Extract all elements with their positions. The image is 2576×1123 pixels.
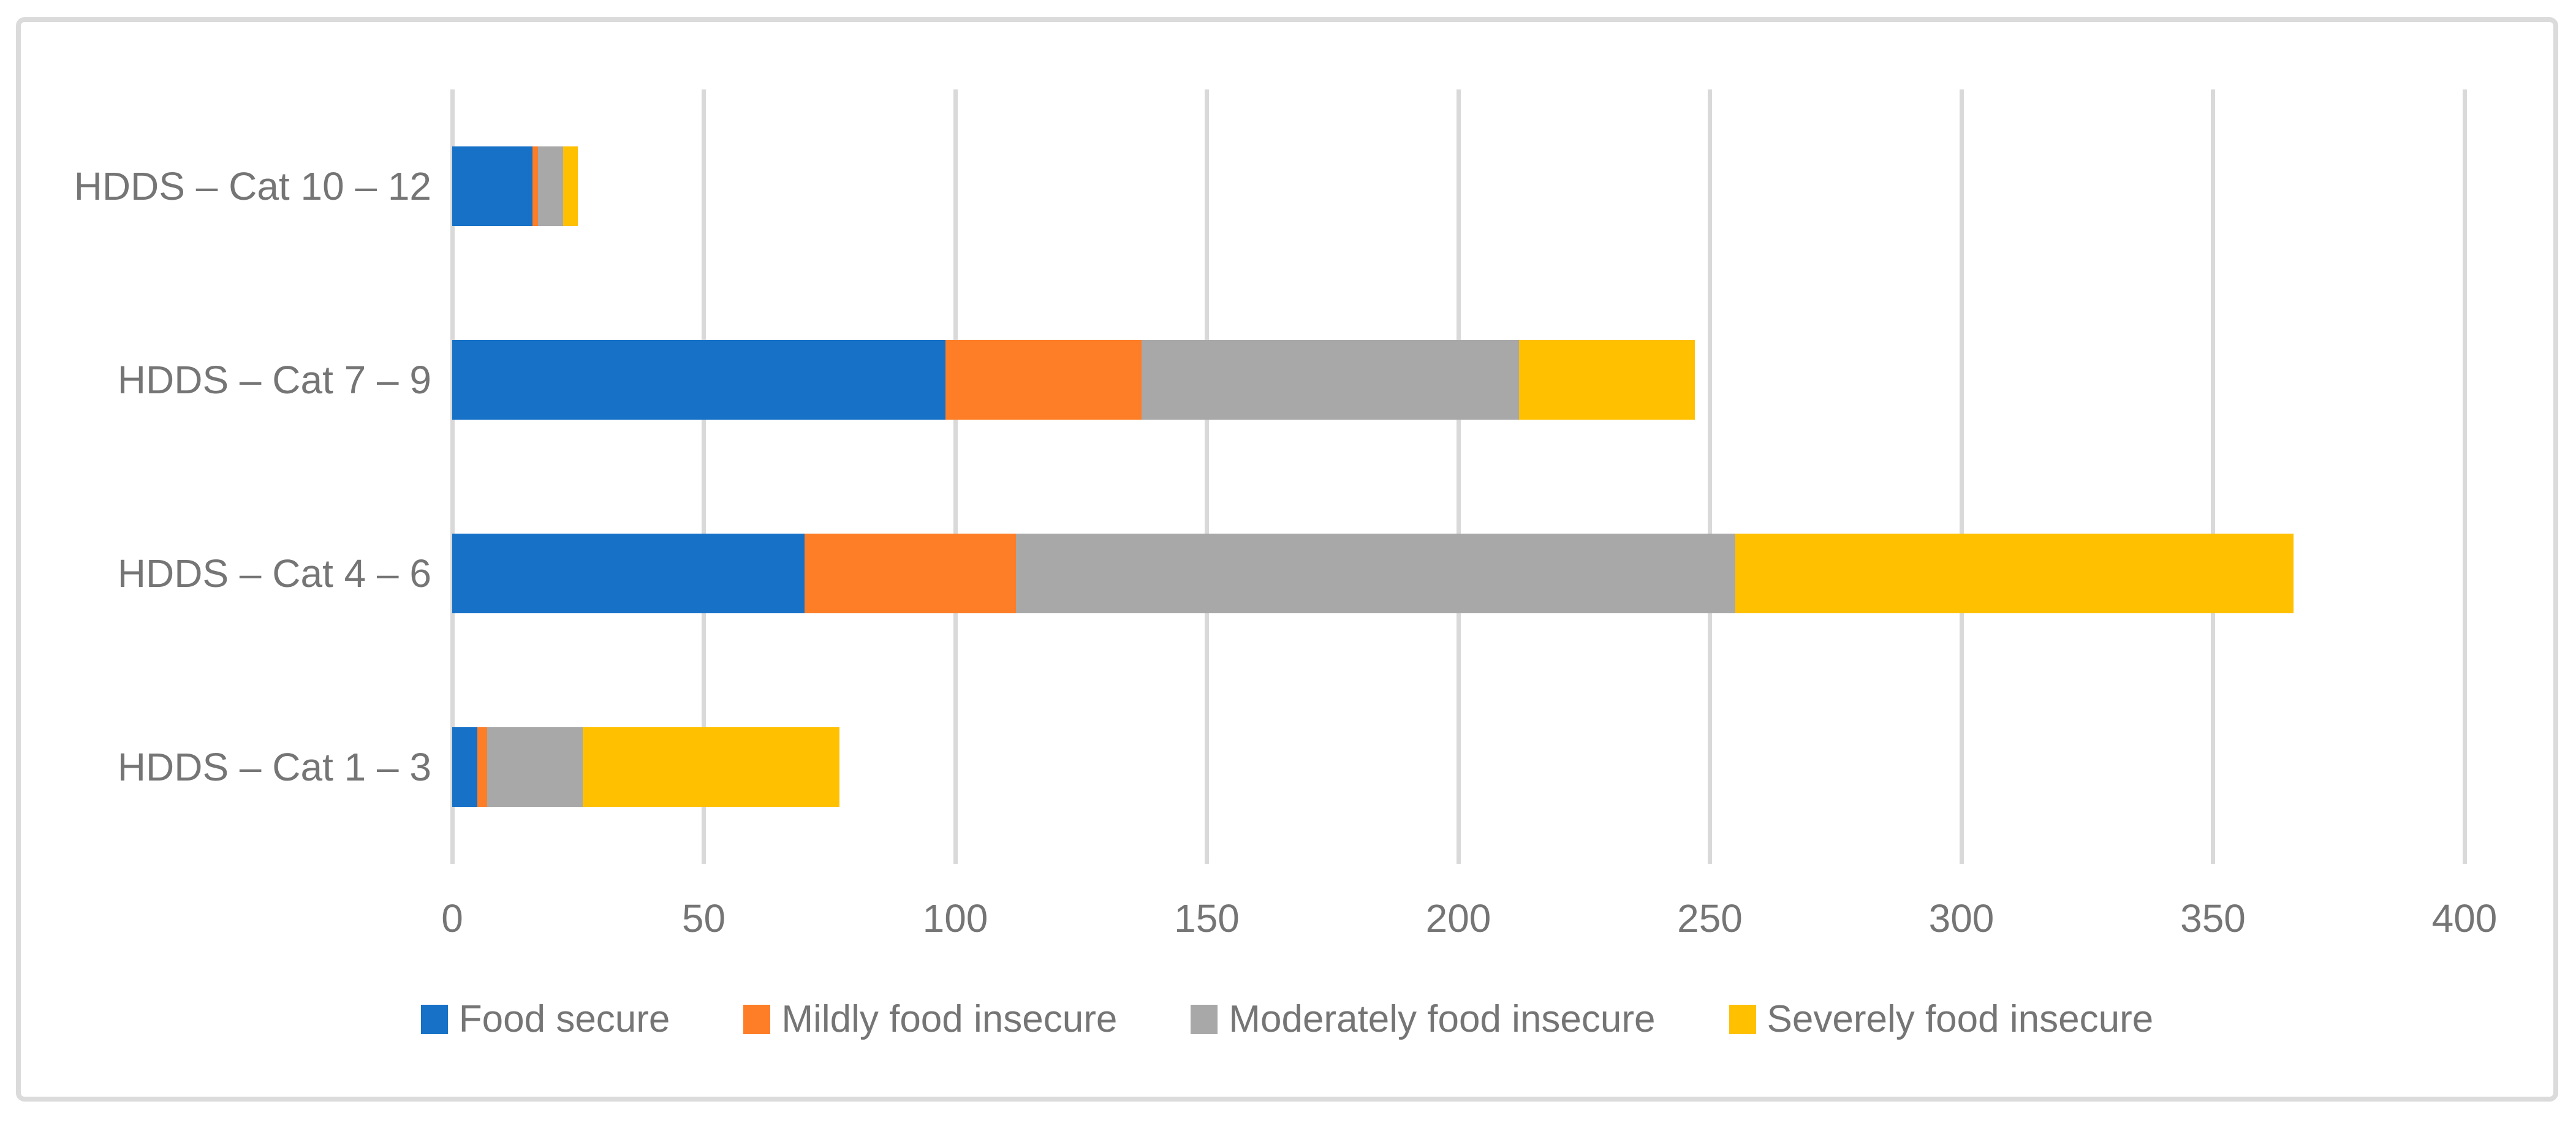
bar-segment-severely-food-insecure [583, 727, 839, 807]
x-tick-label-50: 50 [681, 896, 726, 940]
bar-row-hdds-cat-10-12 [452, 146, 578, 226]
legend-item-moderately-food-insecure: Moderately food insecure [1191, 997, 1656, 1041]
bar-row-hdds-cat-4-6 [452, 534, 2294, 613]
bar-segment-moderately-food-insecure [538, 146, 563, 226]
bar-segment-severely-food-insecure [563, 146, 578, 226]
chart-frame: HDDS – Cat 10 – 12 HDDS – Cat 7 – 9 HDDS –… [16, 17, 2558, 1102]
legend-item-mildly-food-insecure: Mildly food insecure [743, 997, 1117, 1041]
legend-label-severely-food-insecure: Severely food insecure [1767, 998, 2154, 1040]
bar-segment-food-secure [452, 727, 477, 807]
gridline-150 [1205, 89, 1209, 864]
legend-swatch-severely-food-insecure [1729, 1004, 1756, 1034]
bar-segment-mildly-food-insecure [532, 146, 538, 226]
bar-segment-mildly-food-insecure [805, 534, 1016, 613]
legend: Food secure Mildly food insecure Moderatel… [21, 997, 2553, 1041]
value-axis-line [450, 89, 455, 864]
category-label-hdds-cat-10-12: HDDS – Cat 10 – 12 [74, 164, 431, 208]
bar-segment-food-secure [452, 146, 532, 226]
bar-segment-mildly-food-insecure [945, 340, 1142, 420]
x-tick-label-300: 300 [1928, 896, 1995, 940]
legend-swatch-food-secure [420, 1004, 448, 1034]
x-tick-label-350: 350 [2180, 896, 2246, 940]
gridline-300 [1959, 89, 1964, 864]
legend-swatch-moderately-food-insecure [1191, 1004, 1218, 1034]
legend-label-mildly-food-insecure: Mildly food insecure [781, 998, 1118, 1040]
bar-row-hdds-cat-1-3 [452, 727, 839, 807]
bar-segment-food-secure [452, 340, 945, 420]
bar-row-hdds-cat-7-9 [452, 340, 1695, 420]
legend-label-food-secure: Food secure [458, 998, 670, 1040]
gridline-350 [2211, 89, 2215, 864]
legend-label-moderately-food-insecure: Moderately food insecure [1229, 998, 1656, 1040]
x-tick-label-0: 0 [441, 896, 463, 940]
legend-item-food-secure: Food secure [420, 997, 670, 1041]
bar-segment-severely-food-insecure [1519, 340, 1695, 420]
bar-segment-severely-food-insecure [1735, 534, 2294, 613]
x-tick-label-400: 400 [2431, 896, 2498, 940]
category-label-hdds-cat-1-3: HDDS – Cat 1 – 3 [117, 745, 431, 789]
gridline-250 [1708, 89, 1712, 864]
gridline-100 [953, 89, 958, 864]
gridline-400 [2462, 89, 2467, 864]
legend-swatch-mildly-food-insecure [743, 1004, 771, 1034]
bar-segment-moderately-food-insecure [1142, 340, 1519, 420]
category-label-hdds-cat-7-9: HDDS – Cat 7 – 9 [117, 358, 431, 402]
x-tick-label-200: 200 [1425, 896, 1491, 940]
x-tick-label-250: 250 [1677, 896, 1743, 940]
bar-segment-mildly-food-insecure [477, 727, 487, 807]
bar-segment-food-secure [452, 534, 805, 613]
x-tick-label-100: 100 [922, 896, 988, 940]
x-tick-label-150: 150 [1174, 896, 1240, 940]
bar-segment-moderately-food-insecure [1016, 534, 1735, 613]
category-label-hdds-cat-4-6: HDDS – Cat 4 – 6 [117, 551, 431, 596]
legend-item-severely-food-insecure: Severely food insecure [1729, 997, 2154, 1041]
gridline-200 [1456, 89, 1461, 864]
gridline-50 [702, 89, 706, 864]
bar-segment-moderately-food-insecure [487, 727, 583, 807]
